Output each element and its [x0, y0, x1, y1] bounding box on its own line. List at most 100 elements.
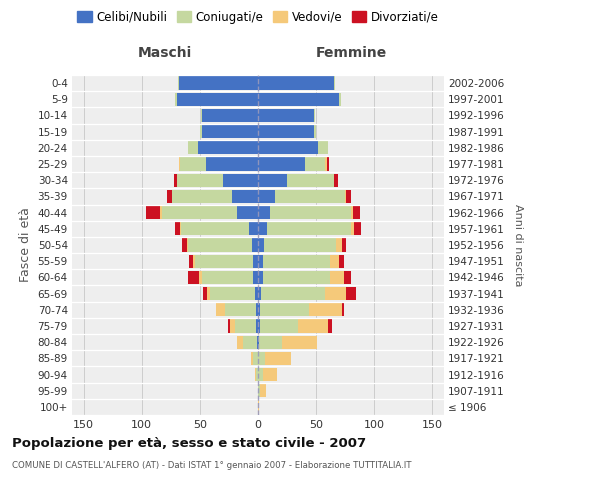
Bar [353, 206, 360, 220]
Bar [340, 254, 344, 268]
Bar [258, 174, 287, 187]
Bar [269, 206, 351, 220]
Bar [237, 336, 243, 349]
Bar [330, 254, 340, 268]
Bar [202, 109, 258, 122]
Bar [334, 174, 338, 187]
Bar [146, 206, 160, 220]
Text: Femmine: Femmine [316, 46, 386, 60]
Bar [262, 287, 325, 300]
Bar [275, 190, 345, 203]
Bar [202, 125, 258, 138]
Bar [258, 222, 268, 235]
Bar [334, 76, 335, 90]
Bar [325, 158, 326, 170]
Bar [203, 287, 207, 300]
Bar [268, 222, 351, 235]
Bar [188, 141, 197, 154]
Bar [258, 76, 334, 90]
Bar [251, 352, 253, 365]
Bar [216, 303, 226, 316]
Bar [175, 222, 180, 235]
Bar [175, 174, 176, 187]
Bar [263, 270, 330, 284]
Y-axis label: Fasce di età: Fasce di età [19, 208, 32, 282]
Bar [258, 352, 265, 365]
Bar [258, 190, 275, 203]
Bar [179, 76, 258, 90]
Bar [199, 270, 202, 284]
Bar [258, 206, 269, 220]
Bar [176, 92, 258, 106]
Bar [287, 174, 334, 187]
Y-axis label: Anni di nascita: Anni di nascita [513, 204, 523, 286]
Bar [253, 270, 258, 284]
Bar [314, 125, 316, 138]
Bar [254, 368, 256, 381]
Bar [336, 238, 342, 252]
Bar [226, 303, 256, 316]
Bar [346, 190, 351, 203]
Bar [326, 158, 329, 170]
Bar [344, 270, 351, 284]
Bar [298, 320, 328, 332]
Bar [176, 174, 223, 187]
Bar [197, 141, 258, 154]
Bar [258, 400, 259, 413]
Bar [351, 222, 355, 235]
Bar [258, 287, 262, 300]
Bar [260, 303, 309, 316]
Bar [319, 141, 328, 154]
Bar [230, 320, 235, 332]
Bar [340, 92, 341, 106]
Bar [243, 336, 257, 349]
Bar [257, 336, 258, 349]
Bar [342, 303, 344, 316]
Bar [258, 336, 259, 349]
Bar [178, 76, 179, 90]
Bar [167, 190, 172, 203]
Bar [201, 109, 202, 122]
Bar [258, 158, 305, 170]
Bar [187, 238, 188, 252]
Bar [256, 368, 258, 381]
Bar [160, 206, 161, 220]
Bar [237, 206, 258, 220]
Bar [258, 384, 260, 398]
Bar [325, 287, 346, 300]
Bar [258, 254, 263, 268]
Bar [258, 270, 263, 284]
Bar [342, 238, 346, 252]
Bar [260, 384, 266, 398]
Bar [180, 158, 206, 170]
Bar [172, 190, 232, 203]
Bar [190, 254, 193, 268]
Bar [211, 287, 254, 300]
Bar [258, 92, 340, 106]
Bar [188, 270, 199, 284]
Bar [253, 254, 258, 268]
Bar [232, 190, 258, 203]
Bar [181, 222, 249, 235]
Bar [283, 336, 317, 349]
Bar [259, 336, 283, 349]
Bar [235, 320, 256, 332]
Bar [207, 287, 211, 300]
Bar [175, 92, 176, 106]
Bar [256, 320, 258, 332]
Bar [260, 320, 298, 332]
Text: Maschi: Maschi [138, 46, 192, 60]
Bar [256, 303, 258, 316]
Bar [258, 368, 263, 381]
Bar [202, 270, 253, 284]
Bar [200, 125, 202, 138]
Bar [228, 320, 230, 332]
Bar [264, 238, 336, 252]
Text: Popolazione per età, sesso e stato civile - 2007: Popolazione per età, sesso e stato civil… [12, 437, 366, 450]
Bar [249, 222, 258, 235]
Bar [258, 238, 264, 252]
Bar [309, 303, 342, 316]
Bar [305, 158, 325, 170]
Bar [252, 238, 258, 252]
Bar [182, 238, 187, 252]
